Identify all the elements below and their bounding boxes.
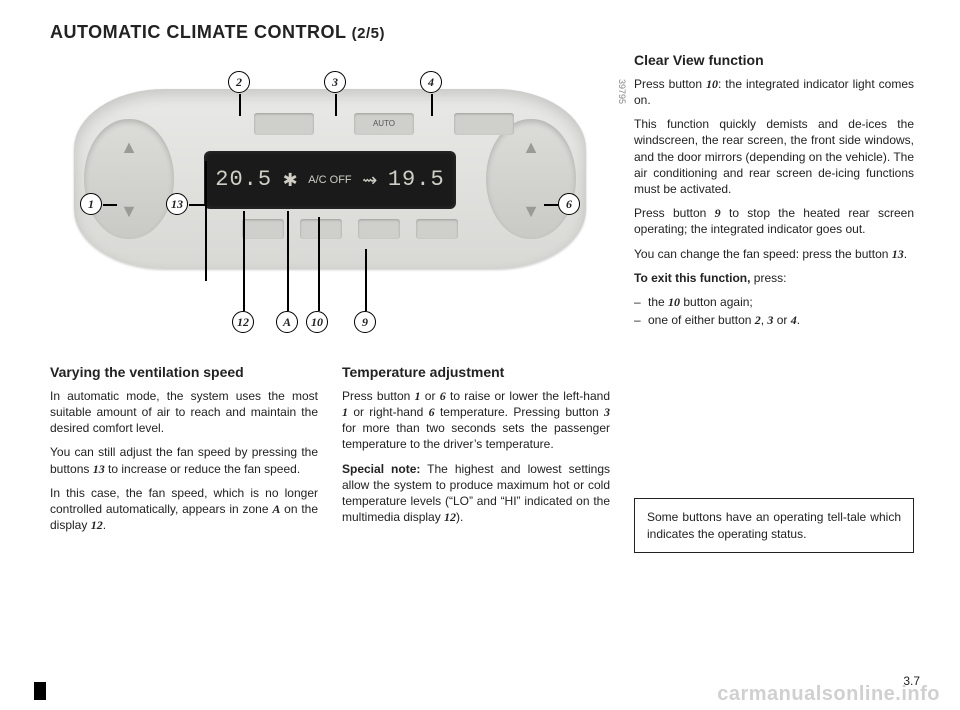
callout-2: 2 <box>228 71 250 93</box>
chevron-down-icon: ▼ <box>120 199 138 223</box>
callout-4: 4 <box>420 71 442 93</box>
right-temp-readout: 19.5 <box>388 165 445 195</box>
left-temp-rocker: ▲ ▼ <box>84 119 174 239</box>
climate-display: 20.5 ✱ A/C OFF ⇝ 19.5 <box>204 151 456 209</box>
panel-button-auto: AUTO <box>354 113 414 135</box>
image-id: 39795 <box>616 79 628 104</box>
clearview-p1: Press button 10: the integrated indica­t… <box>634 76 914 108</box>
clearview-p2: This function quickly demists and de-ice… <box>634 116 914 197</box>
panel-button <box>454 113 514 135</box>
temperature-section: Temperature adjustment Press button 1 or… <box>342 357 610 541</box>
temperature-heading: Temperature adjustment <box>342 363 610 382</box>
callout-13: 13 <box>166 193 188 215</box>
left-subcolumns: Varying the ventilation speed In automat… <box>50 357 610 541</box>
climate-panel: ▲ ▼ ▲ ▼ AUTO 20.5 ✱ A/C <box>74 89 586 269</box>
temperature-p1: Press button 1 or 6 to raise or lower th… <box>342 388 610 453</box>
temperature-p2: Special note: The highest and lowest set… <box>342 461 610 526</box>
climate-control-figure: ▲ ▼ ▲ ▼ AUTO 20.5 ✱ A/C <box>50 49 610 349</box>
clearview-p3: Press button 9 to stop the heated rear s… <box>634 205 914 237</box>
title-main: AUTOMATIC CLIMATE CONTROL <box>50 22 352 42</box>
list-item: one of either button 2, 3 or 4. <box>634 312 914 328</box>
fan-icon: ✱ <box>283 168 298 192</box>
callout-A: A <box>276 311 298 333</box>
top-button-row: AUTO <box>254 113 514 135</box>
ac-off-label: A/C OFF <box>308 173 351 188</box>
ventilation-p1: In automatic mode, the system uses the m… <box>50 388 318 437</box>
chevron-up-icon: ▲ <box>522 135 540 159</box>
callout-1: 1 <box>80 193 102 215</box>
callout-12: 12 <box>232 311 254 333</box>
exit-lead: To exit this function, press: <box>634 270 914 286</box>
panel-button <box>254 113 314 135</box>
right-temp-rocker: ▲ ▼ <box>486 119 576 239</box>
ventilation-section: Varying the ventilation speed In automat… <box>50 357 318 541</box>
page-title: AUTOMATIC CLIMATE CONTROL (2/5) <box>50 22 920 43</box>
panel-button <box>358 219 400 239</box>
exit-list: the 10 button again; one of either butto… <box>634 294 914 328</box>
left-temp-readout: 20.5 <box>215 165 272 195</box>
chevron-down-icon: ▼ <box>522 199 540 223</box>
ventilation-p2: You can still adjust the fan speed by pr… <box>50 444 318 476</box>
callout-9: 9 <box>354 311 376 333</box>
airflow-icon: ⇝ <box>362 168 377 192</box>
crop-mark <box>34 682 46 700</box>
chevron-up-icon: ▲ <box>120 135 138 159</box>
ventilation-heading: Varying the ventilation speed <box>50 363 318 382</box>
ventilation-p3: In this case, the fan speed, which is no… <box>50 485 318 534</box>
manual-page: { "title_main": "AUTOMATIC CLIMATE CONTR… <box>0 0 960 710</box>
left-column: ▲ ▼ ▲ ▼ AUTO 20.5 ✱ A/C <box>50 49 610 553</box>
panel-button <box>416 219 458 239</box>
clearview-p4: You can change the fan speed: press the … <box>634 246 914 262</box>
list-item: the 10 button again; <box>634 294 914 310</box>
clearview-heading: Clear View function <box>634 51 914 70</box>
callout-3: 3 <box>324 71 346 93</box>
content-columns: ▲ ▼ ▲ ▼ AUTO 20.5 ✱ A/C <box>50 49 920 553</box>
bottom-button-row <box>242 219 458 239</box>
callout-10: 10 <box>306 311 328 333</box>
right-column: Clear View function Press button 10: the… <box>634 49 914 553</box>
watermark: carmanualsonline.info <box>717 683 940 706</box>
title-part: (2/5) <box>352 25 385 42</box>
panel-button <box>242 219 284 239</box>
panel-button <box>300 219 342 239</box>
callout-6: 6 <box>558 193 580 215</box>
note-box: Some buttons have an operating tell-tale… <box>634 498 914 552</box>
